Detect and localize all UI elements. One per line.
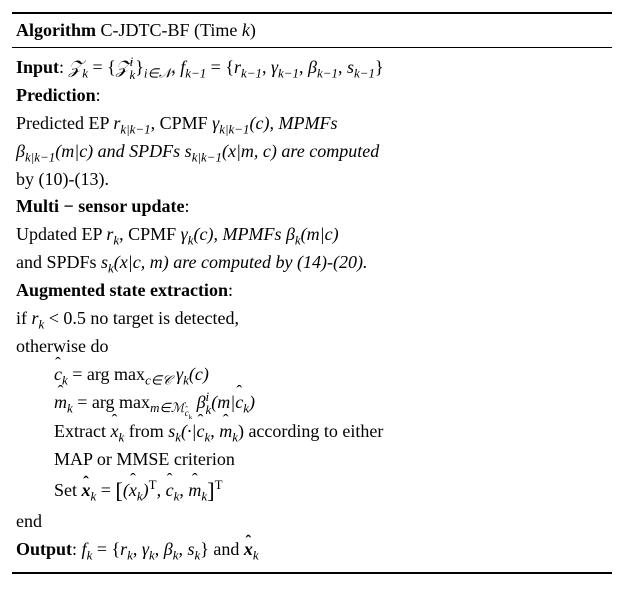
input-fk1: fk−1	[180, 57, 206, 77]
aug-line-chat: ck = arg maxc∈𝒞 γk(c)	[16, 361, 608, 389]
input-colon: :	[59, 57, 69, 77]
pred-s: sk|k−1	[185, 141, 222, 161]
multisensor-line-1: Updated EP rk, CPMF γk(c), MPMFs βk(m|c)	[16, 221, 608, 249]
algorithm-title-row: Algorithm C-JDTC-BF (Time k)	[12, 14, 612, 48]
right-bracket: ]	[207, 478, 215, 503]
input-domain-i: i∈𝒩	[144, 66, 171, 81]
xhat-bold: xk	[82, 480, 97, 500]
input-close: }	[375, 57, 384, 77]
algorithm-name: C-JDTC-BF (Time	[101, 20, 242, 40]
end-line: end	[16, 508, 608, 536]
aug-line-criterion: MAP or MMSE criterion	[16, 446, 608, 474]
mu-gamma: γk	[181, 224, 194, 244]
prediction-line-2: βk|k−1(m|c) and SPDFs sk|k−1(x|m, c) are…	[16, 138, 608, 166]
input-eq1: = {	[88, 57, 116, 77]
input-gamma: γk−1	[271, 57, 299, 77]
multisensor-heading: Multi − sensor update:	[16, 193, 608, 221]
input-eq3: = {	[206, 57, 234, 77]
prediction-line-1: Predicted EP rk|k−1, CPMF γk|k−1(c), MPM…	[16, 110, 608, 138]
pred-beta: βk|k−1	[16, 141, 55, 161]
aug-line-mhat: mk = arg maxm∈ℳck βik(m|ck)	[16, 389, 608, 418]
extract-s: sk	[168, 421, 181, 441]
mhat-domain: m∈ℳck	[150, 400, 192, 415]
aug-rk: rk	[32, 308, 45, 328]
aug-line-if: if rk < 0.5 no target is detected,	[16, 305, 608, 333]
input-mid: ,	[171, 57, 180, 77]
left-bracket: [	[115, 478, 123, 503]
algorithm-body: Input: 𝒵k = {𝒵ik}i∈𝒩, fk−1 = {rk−1, γk−1…	[12, 48, 612, 572]
prediction-heading: Prediction:	[16, 82, 608, 110]
aug-line-extract: Extract xk from sk(·|ck, mk) according t…	[16, 418, 608, 446]
aug-line-otherwise: otherwise do	[16, 333, 608, 361]
input-Zk: 𝒵k	[69, 57, 88, 77]
algorithm-box: Algorithm C-JDTC-BF (Time k) Input: 𝒵k =…	[12, 12, 612, 574]
chat-gamma: γk	[176, 364, 189, 384]
multisensor-line-2: and SPDFs sk(x|c, m) are computed by (14…	[16, 249, 608, 277]
input-Zki: 𝒵ik	[116, 57, 135, 77]
output-xhat: xk	[244, 539, 259, 559]
input-line: Input: 𝒵k = {𝒵ik}i∈𝒩, fk−1 = {rk−1, γk−1…	[16, 54, 608, 82]
input-beta: βk−1	[308, 57, 338, 77]
output-line: Output: fk = {rk, γk, βk, sk} and xk	[16, 536, 608, 564]
input-r: rk−1	[234, 57, 262, 77]
input-keyword: Input	[16, 57, 59, 77]
chat-domain: c∈𝒞	[145, 372, 171, 387]
augmented-heading: Augmented state extraction:	[16, 277, 608, 305]
output-f: fk	[82, 539, 93, 559]
mhat-k: mk	[54, 392, 73, 412]
mu-r: rk	[106, 224, 119, 244]
xhat-k: xk	[110, 421, 124, 441]
prediction-line-3: by (10)-(13).	[16, 166, 608, 194]
mu-beta: βk	[286, 224, 301, 244]
algorithm-keyword: Algorithm	[16, 20, 96, 40]
pred-gamma: γk|k−1	[212, 113, 249, 133]
algorithm-time-var: k	[242, 20, 250, 40]
mhat-arg-c: ck	[235, 392, 249, 412]
output-keyword: Output	[16, 539, 72, 559]
pred-r: rk|k−1	[113, 113, 150, 133]
mu-s: sk	[101, 252, 114, 272]
algorithm-title-suffix: )	[250, 20, 256, 40]
aug-line-set: Set xk = [(xk)T, ck, mk]T	[16, 474, 608, 509]
transpose-outer: T	[215, 477, 223, 492]
input-s: sk−1	[347, 57, 375, 77]
